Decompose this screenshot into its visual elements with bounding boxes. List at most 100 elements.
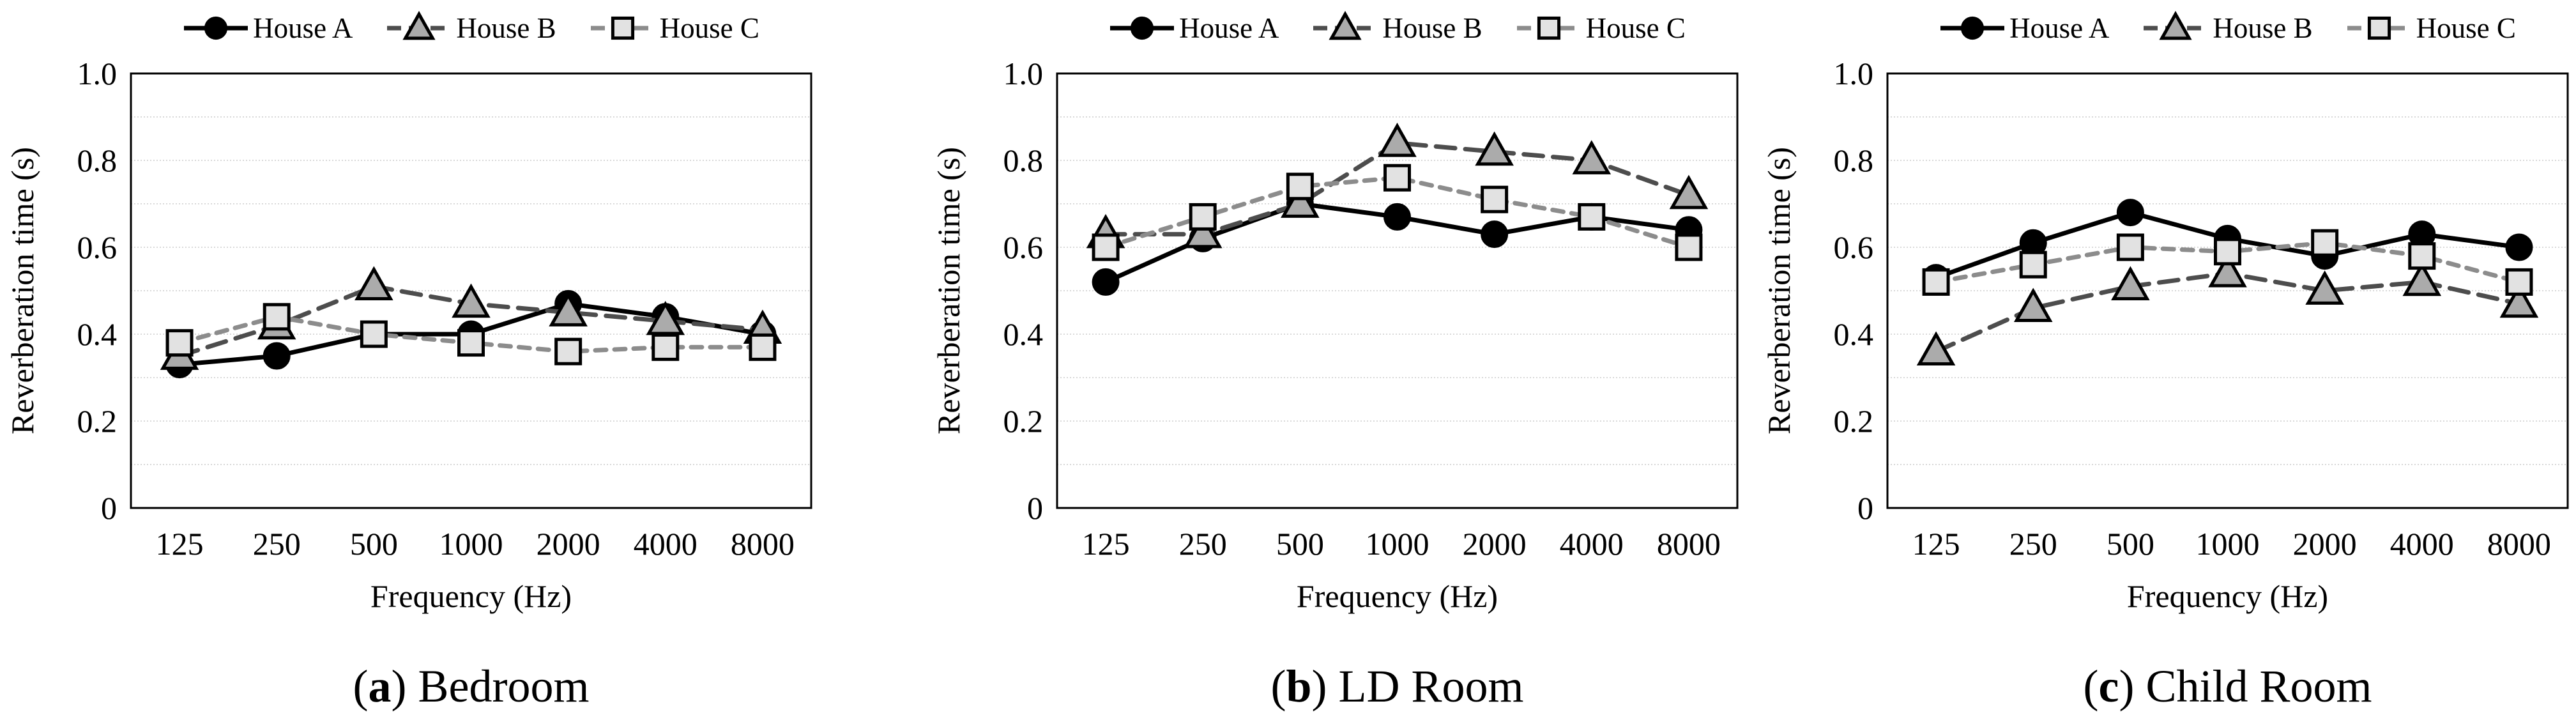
square-marker [360, 320, 388, 348]
circle-marker [1383, 203, 1411, 231]
x-tick-label: 8000 [731, 526, 795, 562]
x-axis-label: Frequency (Hz) [1297, 578, 1498, 614]
legend-label: House C [1585, 12, 1686, 44]
caption-paren: ( [2083, 661, 2099, 712]
x-tick-label: 4000 [1560, 526, 1624, 562]
x-tick-label: 4000 [2390, 526, 2454, 562]
x-tick-label: 125 [1082, 526, 1130, 562]
legend-label: House A [2009, 12, 2110, 44]
x-tick-label: 8000 [2487, 526, 2551, 562]
triangle-marker [2208, 253, 2247, 288]
x-tick-label: 250 [253, 526, 301, 562]
chart-panel-child-room: House A House B House C 1.0 0.8 0.6 0.4 0.2 0… [1757, 0, 2576, 722]
caption-letter: a [368, 661, 392, 712]
x-tick-label: 125 [1912, 526, 1960, 562]
legend-label: House A [1179, 12, 1279, 44]
line-chart-child-room: 1.0 0.8 0.6 0.4 0.2 0 125 250 500 1000 2000 4000 800… [1761, 56, 2569, 614]
triangle-marker [354, 266, 393, 301]
house-c-line-square-icon [1516, 16, 1581, 40]
square-marker [1922, 268, 1950, 296]
legend-item-house-a: House A [1109, 10, 1279, 46]
chart-panel-bedroom: House A House B House C 1.0 0.8 0.6 0.4 0.2 0… [0, 0, 926, 722]
x-tick-label: 1000 [2196, 526, 2260, 562]
square-marker [1092, 233, 1120, 261]
circle-marker [263, 342, 291, 370]
house-b-line-triangle-icon [2144, 11, 2208, 40]
square-marker [1383, 164, 1411, 192]
plot-border [130, 72, 812, 509]
square-marker [457, 329, 485, 357]
y-tick-label: 0 [101, 490, 117, 526]
x-tick-label: 1000 [1366, 526, 1429, 562]
caption-paren: ( [353, 661, 369, 712]
triangle-marker [1475, 131, 1514, 166]
square-marker [1537, 16, 1560, 40]
house-a-line-circle-icon [184, 16, 248, 40]
triangle-marker [2159, 11, 2192, 40]
caption-label: LD Room [1338, 661, 1524, 712]
x-tick-label: 500 [1276, 526, 1324, 562]
triangle-marker [1572, 140, 1612, 174]
triangle-marker [2111, 266, 2150, 301]
house-a-line-circle-icon [1110, 16, 1175, 40]
triangle-marker [1329, 11, 1362, 40]
y-tick-label: 0.4 [1834, 316, 1874, 352]
x-tick-label: 125 [156, 526, 204, 562]
x-axis-label: Frequency (Hz) [370, 578, 572, 614]
caption-label: Bedroom [418, 661, 590, 712]
legend: House A House B House C [1887, 10, 2568, 46]
circle-marker [1131, 16, 1154, 40]
x-tick-label: 250 [1179, 526, 1227, 562]
y-tick-label: 1.0 [1003, 56, 1044, 91]
caption-paren: ) [391, 661, 407, 712]
legend-item-house-a: House A [183, 10, 353, 46]
y-tick-label: 0.2 [77, 403, 118, 439]
house-c-line-square-icon [2347, 16, 2411, 40]
square-marker [2408, 242, 2436, 270]
legend-label: House B [1382, 12, 1482, 44]
caption-ld-room: (b) LD Room [1057, 660, 1737, 713]
y-tick-label: 1.0 [77, 56, 118, 91]
y-axis-label: Reverberation time (s) [1761, 147, 1797, 434]
x-tick-label: 2000 [537, 526, 600, 562]
legend-label: House C [2416, 12, 2516, 44]
y-tick-label: 0.2 [1834, 403, 1874, 439]
y-tick-label: 0.8 [77, 142, 118, 178]
triangle-marker [402, 11, 436, 40]
y-tick-label: 0.6 [1834, 229, 1874, 265]
x-tick-label: 2000 [2293, 526, 2357, 562]
triangle-marker [452, 283, 491, 318]
square-marker [2367, 16, 2391, 40]
square-marker [1481, 185, 1509, 213]
square-marker [165, 329, 194, 357]
square-marker [652, 333, 680, 361]
triangle-marker [2013, 288, 2053, 323]
y-tick-label: 0.4 [77, 316, 118, 352]
legend-label: House B [2213, 12, 2313, 44]
y-tick-label: 0.2 [1003, 403, 1044, 439]
x-tick-label: 250 [2009, 526, 2057, 562]
line-chart-bedroom: 1.0 0.8 0.6 0.4 0.2 0 125 250 500 1000 2000 4000 800… [4, 56, 812, 614]
house-c-line-square-icon [590, 16, 655, 40]
legend-item-house-b: House B [386, 10, 556, 46]
y-tick-label: 0 [1857, 490, 1873, 526]
y-tick-label: 0.6 [1003, 229, 1044, 265]
x-tick-label: 8000 [1657, 526, 1721, 562]
y-tick-label: 0 [1027, 490, 1043, 526]
square-marker [2116, 233, 2144, 261]
triangle-marker [2305, 270, 2344, 305]
square-marker [2019, 250, 2047, 279]
circle-marker [2505, 233, 2533, 261]
square-marker [1675, 233, 1703, 261]
y-tick-label: 1.0 [1834, 56, 1874, 91]
x-tick-label: 500 [2107, 526, 2154, 562]
caption-bedroom: (a) Bedroom [131, 660, 811, 713]
legend-item-house-c: House C [2346, 10, 2516, 46]
square-marker [2214, 238, 2241, 266]
triangle-marker [549, 292, 588, 326]
square-marker [2505, 268, 2533, 296]
legend: House A House B House C [131, 10, 811, 46]
square-marker [1189, 203, 1217, 231]
square-marker [749, 333, 777, 361]
line-chart-ld-room: 1.0 0.8 0.6 0.4 0.2 0 125 250 500 1000 2000 4000 800… [931, 56, 1739, 614]
